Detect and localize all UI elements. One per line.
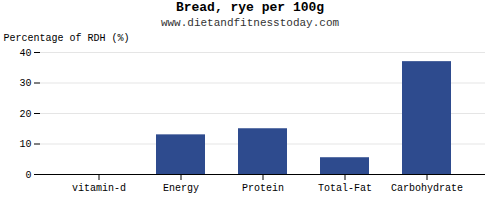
svg-text:Percentage of RDH (%): Percentage of RDH (%): [4, 33, 130, 44]
html-text:www.dietandfitnesstoday.com: www.dietandfitnesstoday.com: [160, 17, 340, 29]
svg-text:Protein: Protein: [242, 183, 284, 194]
svg-text:10: 10: [19, 139, 31, 150]
svg-text:Energy: Energy: [163, 183, 199, 194]
svg-text:Total-Fat: Total-Fat: [318, 183, 372, 194]
html-text:Bread, rye per 100g: Bread, rye per 100g: [175, 0, 325, 15]
svg-text:Carbohydrate: Carbohydrate: [391, 183, 463, 194]
svg-text:0: 0: [25, 170, 31, 181]
svg-text:20: 20: [19, 109, 31, 120]
svg-text:vitamin-d: vitamin-d: [72, 183, 126, 194]
svg-text:40: 40: [19, 48, 31, 59]
svg-text:30: 30: [19, 78, 31, 89]
